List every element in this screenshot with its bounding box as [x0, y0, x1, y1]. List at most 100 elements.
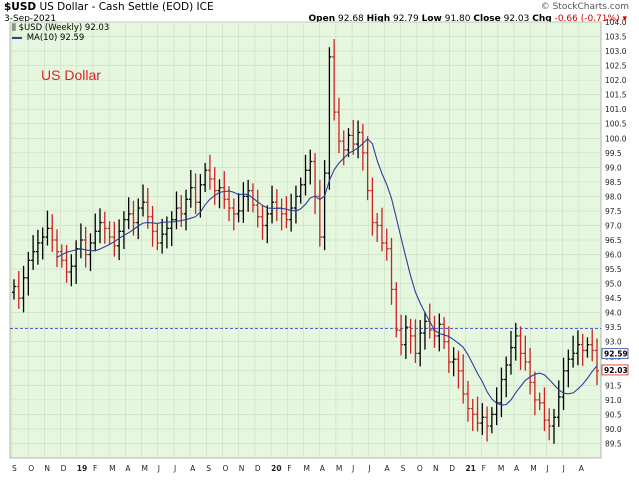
y-tick-label: 101.0 — [605, 105, 627, 114]
ohlc-bar — [265, 205, 270, 244]
ohlc-bar — [561, 357, 566, 411]
ohlc-bar — [317, 179, 322, 247]
price-tags: 92.59 92.03 — [601, 348, 629, 376]
x-tick-label: O — [417, 464, 423, 473]
svg-text:92.03: 92.03 — [604, 366, 628, 375]
ohlc-bar — [422, 311, 427, 350]
ohlc-bar — [456, 350, 461, 389]
ohlc-bar — [83, 226, 88, 268]
ohlc-bar — [179, 194, 184, 227]
ohlc-bar — [370, 177, 375, 236]
ohlc-bar — [217, 179, 222, 209]
svg-text:92.59: 92.59 — [604, 350, 628, 359]
ohlc-bar — [284, 196, 289, 229]
x-tick-label: N — [239, 464, 245, 473]
ohlc-bar — [35, 229, 40, 265]
legend-price-label: $USD (Weekly) 92.03 — [18, 23, 110, 33]
y-tick-label: 102.0 — [605, 76, 627, 85]
low-label: Low — [421, 14, 442, 24]
x-tick-label: 21 — [465, 464, 475, 473]
ohlc-bar — [74, 240, 79, 284]
ohlc-bar — [528, 347, 533, 395]
ohlc-bar — [150, 205, 155, 247]
ohlc-bar — [408, 318, 413, 354]
ohlc-bar — [98, 208, 103, 244]
ohlc-bar — [193, 173, 198, 215]
ohlc-bar — [556, 380, 561, 427]
y-tick-label: 99.5 — [605, 149, 622, 158]
ohlc-bar — [207, 154, 212, 190]
chart-title: US Dollar — [41, 67, 101, 83]
ohlc-bar — [322, 160, 327, 251]
y-tick-label: 95.0 — [605, 280, 622, 289]
y-tick-label: 90.0 — [605, 425, 622, 434]
ohlc-bar — [336, 97, 341, 154]
ohlc-bar — [227, 186, 232, 222]
ohlc-bar — [465, 380, 470, 422]
ohlc-bar — [303, 154, 308, 196]
ohlc-bar — [59, 244, 64, 268]
x-tick-label: F — [93, 464, 97, 473]
y-tick-label: 101.5 — [605, 91, 627, 100]
ohlc-bar — [188, 169, 193, 208]
price-bars — [12, 39, 599, 444]
ohlc-bar — [64, 244, 69, 283]
ohlc-bar — [508, 330, 513, 375]
x-tick-label: M — [142, 464, 148, 473]
ohlc-bar — [40, 227, 45, 260]
ohlc-bar — [231, 198, 236, 231]
ohlc-bar — [566, 349, 571, 388]
ohlc-bar — [141, 184, 146, 217]
ohlc-bar — [246, 179, 251, 212]
ohlc-bar — [169, 211, 174, 247]
x-tick-label: O — [223, 464, 229, 473]
ohlc-bar — [346, 128, 351, 158]
ohlc-bar — [50, 214, 55, 252]
ohlc-bar — [532, 371, 537, 416]
ohlc-readout: Open 92.68 High 92.79 Low 91.80 Close 92… — [309, 14, 627, 24]
x-tick-label: J — [545, 464, 548, 473]
x-tick-label: J — [562, 464, 565, 473]
ohlc-bar — [585, 337, 590, 358]
open-label: Open — [308, 14, 336, 24]
legend-ma: MA(10) 92.59 — [12, 33, 109, 43]
y-tick-label: 103.0 — [605, 47, 627, 56]
x-tick-label: A — [514, 464, 520, 473]
ohlc-bar — [365, 136, 370, 201]
ohlc-bar — [31, 235, 36, 270]
x-tick-label: 19 — [77, 464, 87, 473]
ohlc-bar — [580, 333, 585, 366]
ohlc-bar — [270, 185, 275, 224]
ohlc-bar — [485, 406, 490, 442]
ohlc-bar — [293, 185, 298, 224]
ohlc-bar — [384, 228, 389, 261]
ohlc-bar — [360, 124, 365, 171]
x-tick-label: A — [320, 464, 326, 473]
x-tick-label: S — [401, 464, 406, 473]
x-tick-label: 20 — [271, 464, 281, 473]
x-axis: S O N D 19 F M A M J J A S O N D 20 F M A M J J A S O N D 21 F M A M J J A — [12, 464, 585, 473]
ohlc-bar — [155, 224, 160, 251]
ohlc-bar — [145, 187, 150, 229]
ohlc-bar — [470, 398, 475, 431]
ohlc-bar — [489, 407, 494, 434]
chart-date: 3-Sep-2021 — [4, 14, 57, 24]
close-value: 92.03 — [503, 14, 530, 24]
ohlc-bar — [260, 204, 265, 240]
ohlc-bar — [126, 197, 131, 230]
ma-value-tag: 92.59 — [601, 348, 629, 360]
ohlc-bar — [590, 329, 595, 362]
ohlc-bar — [332, 39, 337, 121]
ohlc-bar — [451, 347, 456, 377]
ohlc-bar — [595, 338, 599, 386]
ohlc-bar — [241, 182, 246, 223]
x-tick-label: J — [157, 464, 160, 473]
x-tick-label: A — [125, 464, 131, 473]
ma-line — [56, 138, 598, 406]
x-tick-label: F — [482, 464, 486, 473]
legend-ma-label: MA(10) 92.59 — [26, 33, 85, 43]
y-tick-label: 103.5 — [605, 33, 627, 42]
ohlc-bar — [236, 193, 241, 223]
x-tick-label: F — [287, 464, 291, 473]
